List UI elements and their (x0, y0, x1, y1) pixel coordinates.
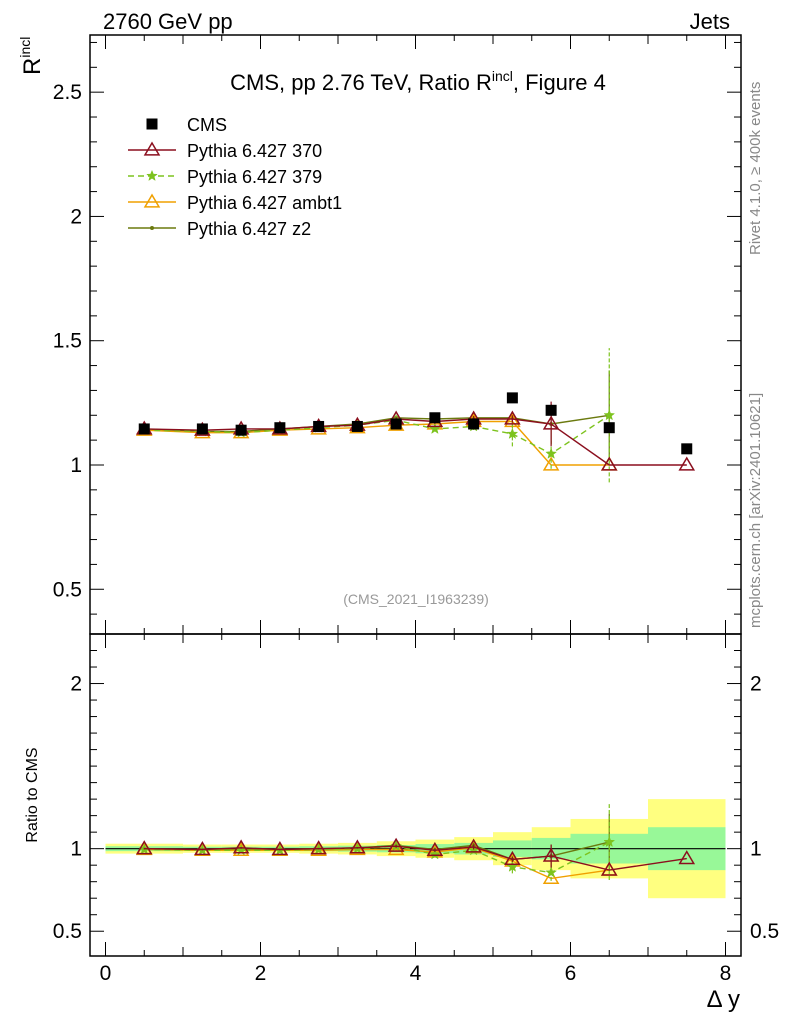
legend: CMS Pythia 6.427 370 Pythia 6.427 379 Pythi… (128, 115, 342, 239)
marker-p370-main (600, 456, 618, 471)
marker-p379-ratio (545, 866, 558, 878)
y-tick-label-main: 1 (70, 454, 82, 477)
legend-marker-cms (146, 118, 158, 130)
data-point-cms (235, 424, 247, 436)
y-tick-label-main: 2 (70, 205, 82, 228)
marker-p379-main (428, 422, 441, 434)
marker-ambt1-main (542, 456, 560, 471)
data-point-cms (390, 418, 402, 430)
marker-p370-ratio (232, 839, 250, 854)
legend-marker-p379 (146, 169, 158, 181)
marker-p370-main (678, 456, 696, 471)
header-right: Jets (690, 9, 730, 34)
marker-p379-main (506, 427, 519, 439)
y-axis-label-ratio: Ratio to CMS (24, 747, 41, 842)
data-point-cms (429, 412, 441, 424)
marker-p370-ratio (542, 847, 560, 862)
y-tick-label-main: 0.5 (53, 578, 82, 601)
marker-p370-ratio (465, 838, 482, 853)
x-axis-label: Δ y (707, 986, 740, 1013)
y-tick-label-main: 1.5 (53, 330, 82, 353)
x-tick-label: 8 (720, 962, 732, 985)
data-point-cms (545, 404, 557, 416)
marker-p370-ratio (194, 841, 211, 856)
main-panel: 0.5 1 1.5 2 2.5 CMS, pp 2.76 TeV, Ratio Rinc… (17, 34, 742, 635)
legend-marker-ambt1 (143, 193, 161, 208)
ratio-frame (89, 633, 742, 957)
data-point-cms (313, 420, 325, 432)
legend-marker-p370 (143, 141, 161, 156)
marker-p370-main (504, 410, 521, 425)
analysis-id: (CMS_2021_I1963239) (343, 591, 489, 607)
legend-label-p370: Pythia 6.427 370 (187, 141, 322, 161)
y-tick-label-ratio-right: 2 (750, 673, 762, 696)
x-tick-label: 0 (100, 962, 112, 985)
marker-p370-ratio (135, 840, 153, 855)
marker-p370-ratio (678, 850, 696, 865)
legend-label-z2: Pythia 6.427 z2 (187, 219, 311, 239)
y-tick-label-ratio: 2 (70, 673, 82, 696)
chart-title: CMS, pp 2.76 TeV, Ratio Rincl, Figure 4 (230, 68, 606, 95)
data-point-cms (468, 418, 480, 430)
data-point-cms (681, 443, 693, 455)
y-tick-label-ratio: 1 (70, 838, 82, 861)
marker-p379-ratio (506, 860, 519, 872)
marker-p379-ratio (603, 835, 616, 848)
data-point-cms (138, 423, 150, 435)
rivet-version-label: Rivet 4.1.0, ≥ 400k events (747, 82, 764, 255)
y-tick-label-main: 2.5 (53, 81, 82, 104)
marker-p370-ratio (271, 841, 289, 856)
marker-p370-ratio (426, 841, 444, 856)
legend-label-p379: Pythia 6.427 379 (187, 167, 322, 187)
marker-p379-ratio (428, 848, 441, 860)
data-point-cms (196, 423, 208, 435)
data-point-cms (603, 422, 615, 434)
y-tick-label-ratio-right: 0.5 (750, 920, 779, 943)
mcplots-label: mcplots.cern.ch [arXiv:2401.10621] (747, 393, 764, 628)
x-tick-label: 6 (565, 962, 577, 985)
data-point-cms (506, 392, 518, 404)
marker-p370-ratio (349, 839, 366, 854)
data-point-cms (274, 422, 286, 434)
y-axis-label-main: Rincl (17, 37, 46, 75)
y-tick-label-ratio-right: 1 (750, 838, 762, 861)
series-line-ambt1-main (144, 420, 610, 466)
ratio-panel: 0.5 0.5 1 1 2 2 Ratio to CMS (24, 633, 779, 957)
legend-marker-z2 (150, 226, 154, 230)
data-point-cms (351, 420, 363, 432)
marker-p370-ratio (310, 840, 327, 855)
header-left: 2760 GeV pp (103, 9, 233, 34)
series-line-z2-main (144, 414, 610, 433)
marker-p370-ratio (387, 837, 405, 852)
marker-p370-main (542, 415, 560, 430)
marker-ambt1-ratio (387, 841, 405, 856)
marker-p370-ratio (600, 861, 618, 876)
y-tick-label-ratio: 0.5 (53, 920, 82, 943)
marker-p379-main (603, 409, 616, 421)
x-tick-label: 2 (255, 962, 267, 985)
legend-label-cms: CMS (187, 115, 227, 135)
legend-label-ambt1: Pythia 6.427 ambt1 (187, 193, 342, 213)
marker-p379-main (545, 447, 558, 459)
x-tick-label: 4 (410, 962, 422, 985)
marker-p370-ratio (504, 850, 521, 866)
